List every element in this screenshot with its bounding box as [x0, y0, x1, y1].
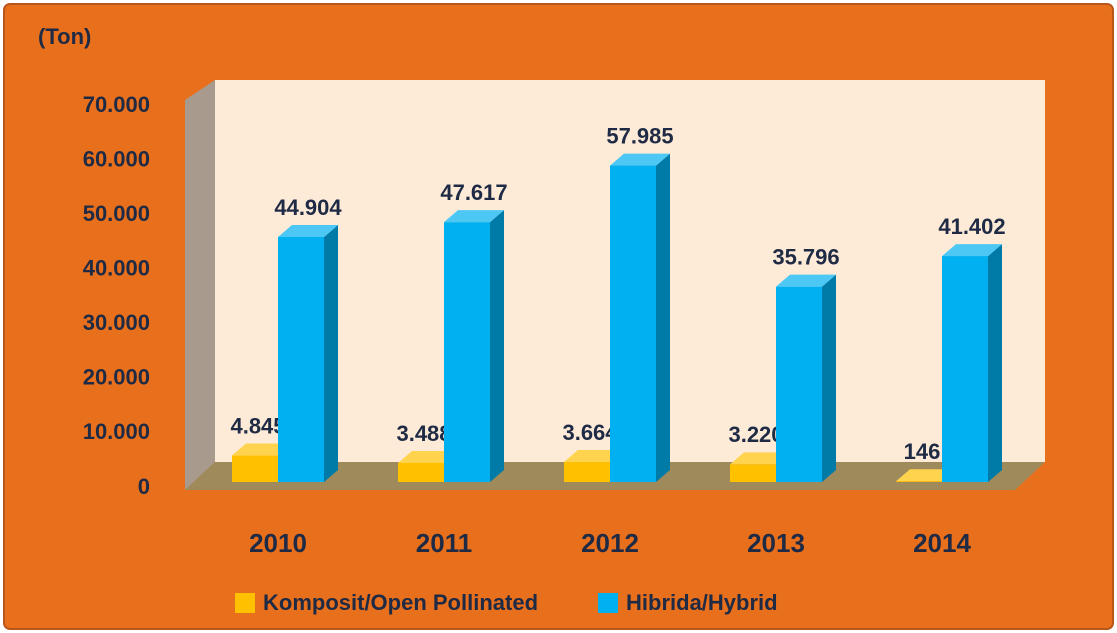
value-label: 4.845 — [230, 413, 285, 438]
bar — [444, 210, 504, 483]
bar-top — [942, 244, 1002, 257]
bar-front — [232, 455, 278, 482]
bar-top — [444, 210, 504, 223]
bar-top — [232, 443, 292, 456]
value-label: 44.904 — [274, 195, 342, 220]
bar-top — [278, 224, 338, 237]
bar-front — [564, 462, 610, 482]
bar-top — [610, 153, 670, 166]
bar-front — [730, 464, 776, 482]
legend-label: Komposit/Open Pollinated — [263, 590, 538, 615]
value-label: 3.664 — [562, 420, 618, 445]
x-tick-label: 2014 — [913, 528, 971, 558]
y-tick-label: 0 — [138, 474, 150, 499]
x-tick-label: 2011 — [416, 528, 472, 558]
bar — [278, 224, 338, 482]
bar-top — [730, 452, 790, 465]
value-label: 57.985 — [606, 123, 673, 148]
legend-swatch — [235, 593, 255, 613]
bar-front — [444, 222, 490, 483]
bar — [942, 244, 1002, 482]
bar-front — [896, 481, 942, 482]
bar — [776, 274, 836, 482]
bar-front — [278, 236, 324, 482]
bar-side — [656, 153, 670, 482]
y-tick-label: 40.000 — [83, 256, 150, 281]
bar-top — [776, 274, 836, 287]
x-tick-label: 2010 — [249, 528, 307, 558]
bar-front — [610, 165, 656, 482]
bar-front — [776, 286, 822, 482]
value-label: 41.402 — [938, 214, 1005, 239]
y-tick-label: 30.000 — [83, 310, 150, 335]
value-label: 35.796 — [772, 244, 839, 269]
bar-side — [324, 224, 338, 482]
bar-front — [942, 256, 988, 482]
x-tick-label: 2012 — [581, 528, 639, 558]
legend-label: Hibrida/Hybrid — [626, 590, 778, 615]
value-label: 47.617 — [440, 180, 507, 205]
bar-top — [564, 450, 624, 463]
bar-side — [988, 244, 1002, 482]
y-axis-label: (Ton) — [38, 24, 91, 49]
y-tick-label: 20.000 — [83, 365, 150, 390]
bar — [610, 153, 670, 482]
bar-side — [822, 274, 836, 482]
x-tick-label: 2013 — [747, 528, 805, 558]
legend-swatch — [598, 593, 619, 613]
y-tick-label: 70.000 — [83, 92, 150, 117]
bar-top — [398, 450, 458, 463]
bar-side — [490, 210, 504, 483]
y-tick-label: 50.000 — [83, 201, 150, 226]
value-label: 3.488 — [396, 421, 451, 446]
value-label: 146 — [904, 439, 941, 464]
bar-top — [896, 469, 956, 482]
y-tick-label: 10.000 — [83, 419, 150, 444]
side-wall — [185, 80, 215, 490]
y-tick-label: 60.000 — [83, 146, 150, 171]
value-label: 3.220 — [728, 422, 783, 447]
bar-front — [398, 462, 444, 482]
